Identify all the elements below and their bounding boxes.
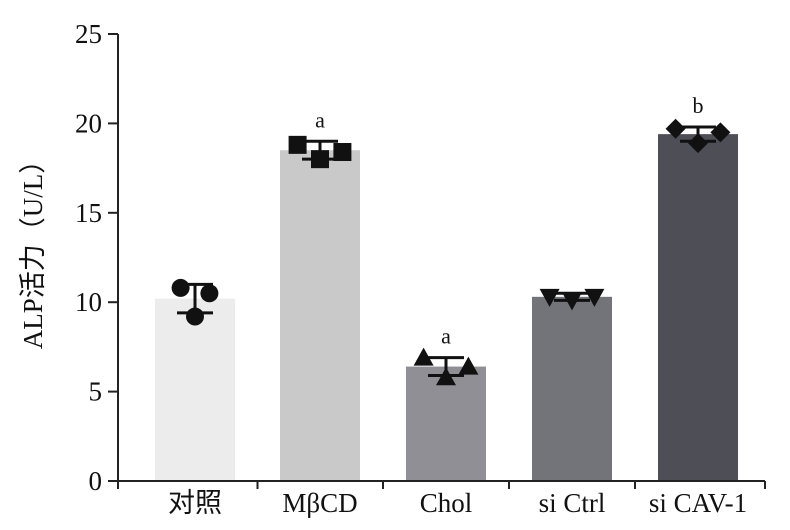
data-point-4-3	[584, 288, 605, 307]
data-point-3-2	[436, 367, 456, 386]
x-tick-label-3: Chol	[420, 488, 473, 518]
data-point-2-1	[288, 135, 307, 154]
significance-label-3: a	[441, 324, 451, 349]
data-point-2-2	[311, 150, 329, 169]
axes-group	[108, 33, 766, 489]
bar-2	[280, 150, 360, 481]
data-point-1-2	[186, 307, 204, 326]
y-axis-title: ALP活力（U/L）	[18, 147, 48, 350]
data-point-1-3	[200, 284, 219, 303]
bar-5	[658, 134, 738, 482]
y-tick-label-20: 20	[75, 108, 102, 138]
x-tick-label-5: si CAV-1	[649, 488, 747, 518]
data-point-5-3	[710, 122, 731, 143]
bars-group	[155, 134, 738, 482]
bar-3	[406, 366, 486, 481]
data-point-5-2	[688, 133, 708, 154]
y-tick-label-0: 0	[89, 466, 103, 496]
data-point-2-3	[333, 143, 352, 162]
data-point-1-1	[171, 278, 190, 297]
data-point-5-1	[665, 118, 686, 139]
data-point-3-3	[458, 356, 479, 375]
bar-4	[532, 296, 612, 481]
y-tick-label-25: 25	[75, 19, 102, 49]
x-tick-label-1: 对照	[168, 488, 222, 518]
data-points-group	[171, 118, 731, 386]
significance-label-2: a	[315, 107, 325, 132]
data-point-4-1	[539, 288, 560, 307]
data-point-3-1	[413, 347, 434, 366]
y-tick-label-15: 15	[75, 198, 102, 228]
y-tick-label-10: 10	[75, 287, 102, 317]
labels-group: 0 5 10 15 20 25 对照 MβCD Chol si Ctrl si CAV-1 a a b	[75, 19, 747, 518]
x-tick-label-4: si Ctrl	[539, 488, 606, 518]
y-tick-label-5: 5	[89, 377, 103, 407]
data-point-4-2	[562, 292, 582, 311]
bar-1	[155, 298, 235, 481]
x-tick-label-2: MβCD	[282, 488, 357, 518]
significance-label-5: b	[693, 93, 704, 118]
